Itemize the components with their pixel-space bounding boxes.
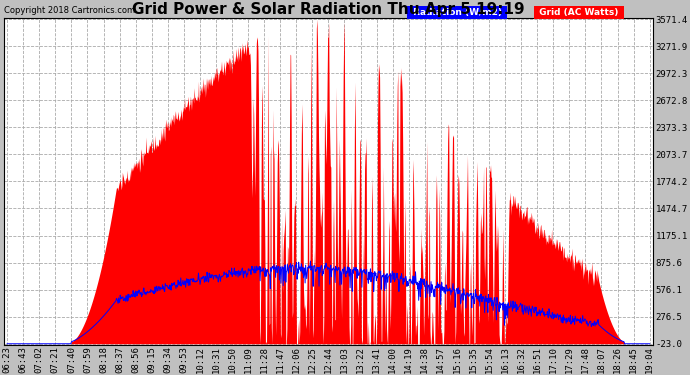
Text: Copyright 2018 Cartronics.com: Copyright 2018 Cartronics.com (4, 6, 135, 15)
Text: Grid (AC Watts): Grid (AC Watts) (536, 8, 622, 16)
Title: Grid Power & Solar Radiation Thu Apr 5 19:19: Grid Power & Solar Radiation Thu Apr 5 1… (132, 2, 524, 17)
Text: Radiation (W/m2): Radiation (W/m2) (410, 8, 504, 16)
